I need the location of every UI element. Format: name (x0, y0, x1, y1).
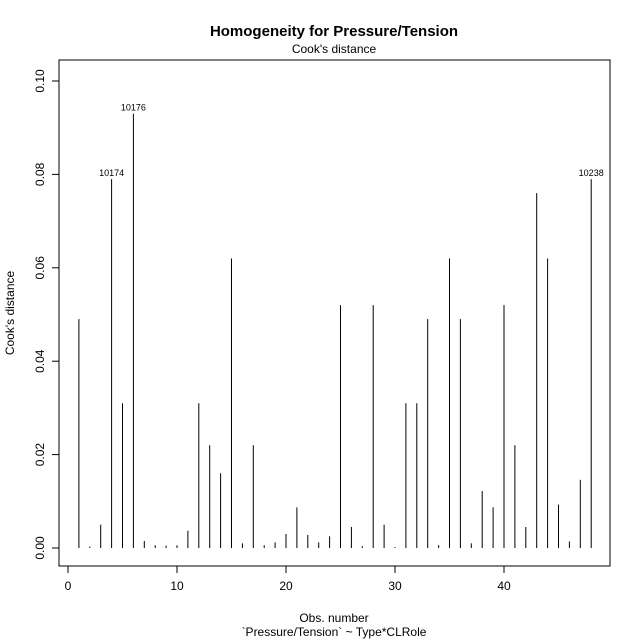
x-tick-label: 10 (170, 579, 184, 593)
y-tick-label: 0.00 (33, 536, 47, 560)
x-tick-label: 20 (279, 579, 293, 593)
model-formula-label: `Pressure/Tension` ~ Type*CLRole (242, 625, 427, 639)
x-tick-label: 40 (497, 579, 511, 593)
point-label: 10176 (121, 103, 146, 113)
x-tick-label: 30 (388, 579, 402, 593)
y-tick-label: 0.06 (33, 256, 47, 280)
point-label: 10238 (579, 168, 604, 178)
annotations-group: 10174 10176 10238 (99, 103, 604, 178)
point-label: 10174 (99, 168, 124, 178)
x-axis: 0 10 20 30 40 (65, 565, 511, 593)
x-tick-label: 0 (65, 579, 72, 593)
y-axis-label: Cook's distance (3, 271, 17, 356)
y-axis: 0.00 0.02 0.04 0.06 0.08 0.10 (33, 69, 60, 560)
y-tick-label: 0.04 (33, 349, 47, 373)
y-tick-label: 0.08 (33, 162, 47, 186)
y-tick-label: 0.02 (33, 443, 47, 467)
spikes-group (78, 113, 592, 548)
chart-subtitle: Cook's distance (292, 42, 377, 56)
y-tick-label: 0.10 (33, 69, 47, 93)
plot-frame (58, 59, 611, 567)
x-axis-label: Obs. number (299, 611, 368, 625)
chart-title: Homogeneity for Pressure/Tension (210, 23, 458, 40)
